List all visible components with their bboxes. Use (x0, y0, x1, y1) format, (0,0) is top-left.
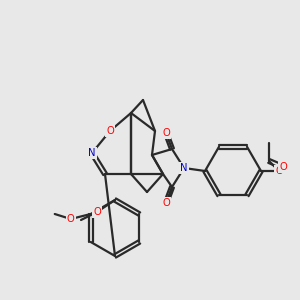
Text: O: O (67, 214, 75, 224)
Text: O: O (162, 128, 170, 138)
Text: O: O (106, 126, 114, 136)
Text: O: O (162, 198, 170, 208)
Text: N: N (88, 148, 96, 158)
Text: O: O (279, 162, 287, 172)
Text: O: O (93, 207, 101, 217)
Text: O: O (275, 166, 283, 176)
Text: N: N (180, 163, 188, 173)
